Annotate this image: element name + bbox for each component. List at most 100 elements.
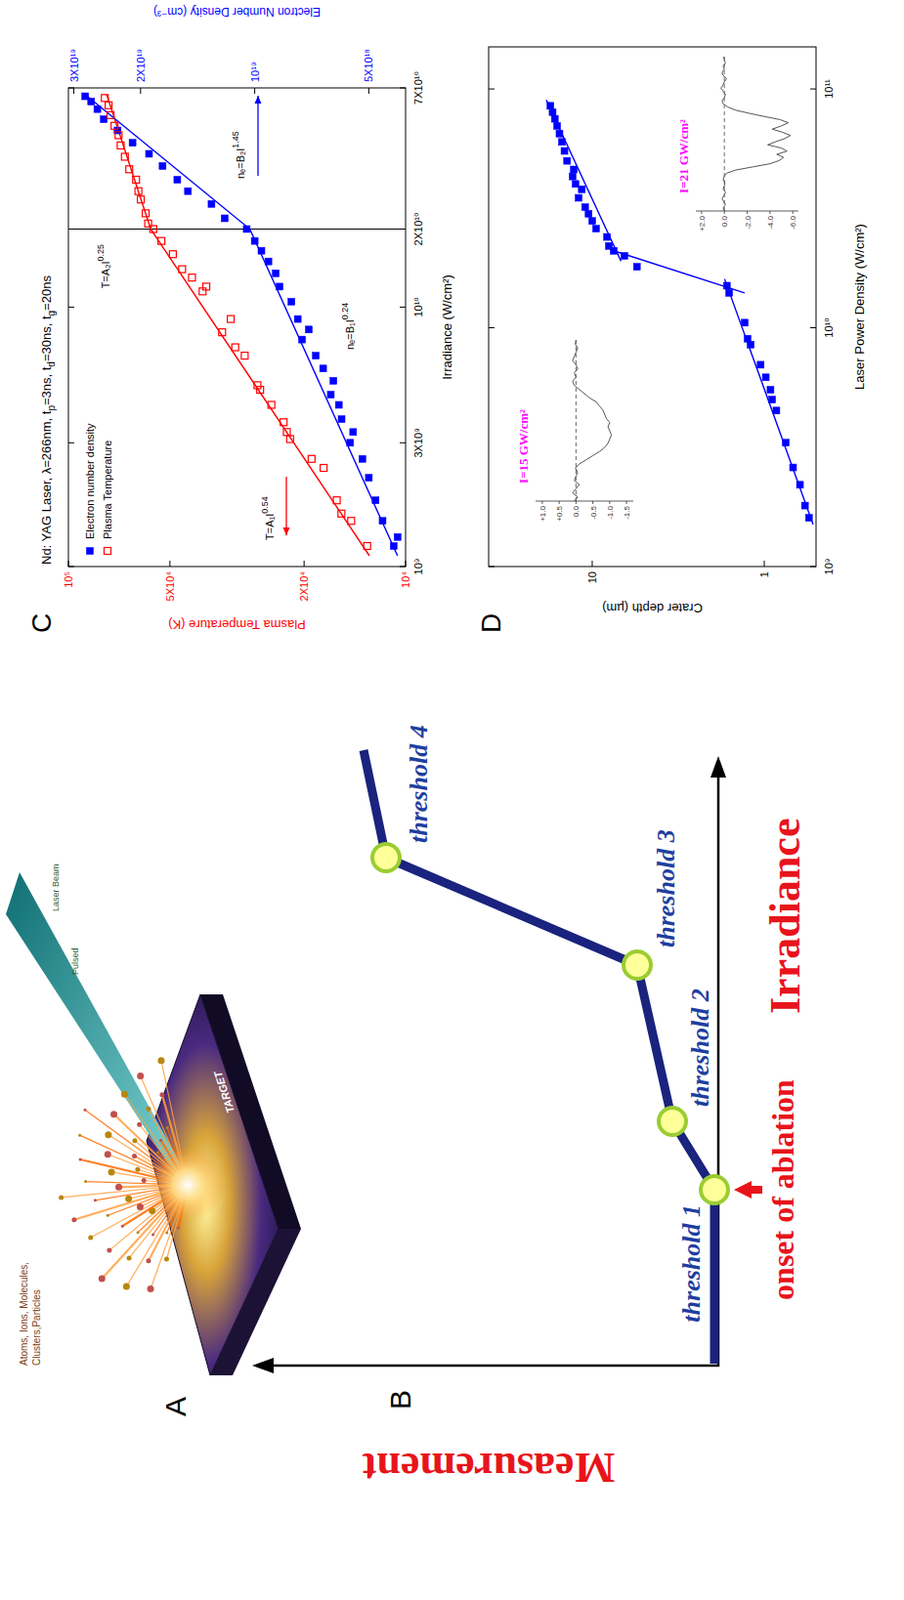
y2-axis-title: Electron Number Density (cm⁻³): [153, 4, 321, 19]
data-point: [389, 542, 397, 550]
data-point: [267, 401, 275, 409]
inset-tick: [724, 211, 726, 215]
data-point: [93, 105, 101, 113]
data-point: [554, 122, 561, 130]
data-point: [558, 138, 565, 146]
particle: [121, 1091, 129, 1099]
y-tick-label: 2X10⁴: [298, 571, 310, 603]
particle: [78, 1134, 82, 1138]
data-point: [307, 455, 315, 463]
data-point: [338, 416, 345, 424]
threshold-point: [372, 844, 400, 872]
particle: [106, 1248, 112, 1254]
y-tick: [405, 560, 407, 567]
data-point: [254, 382, 261, 389]
y2-tick: [73, 87, 75, 94]
data-point: [100, 116, 108, 124]
inset-tick-label: -1.5: [622, 505, 632, 519]
particle: [159, 1139, 163, 1143]
data-point: [220, 215, 228, 222]
data-point: [620, 252, 628, 259]
legend-marker: [104, 548, 112, 556]
data-point: [137, 196, 145, 204]
fit-label-power: 1.45: [230, 130, 241, 149]
data-point: [126, 166, 133, 173]
data-point: [320, 465, 328, 473]
data-point: [372, 497, 380, 505]
inset-tick-label: -2.0: [743, 215, 753, 229]
inset-tick-label: 0.0: [720, 215, 730, 227]
panel-b: threshold 1threshold 2threshold 3thresho…: [252, 725, 810, 1493]
data-point: [159, 162, 167, 170]
x-tick-label: 7X10¹⁰: [412, 71, 425, 105]
plot-frame: [488, 46, 817, 567]
y-tick-label: 1: [758, 571, 771, 578]
threshold-label: threshold 3: [651, 829, 681, 948]
particle: [104, 1131, 112, 1139]
inset-tick: [608, 501, 610, 505]
data-point: [304, 326, 312, 334]
x-tick-top: [488, 566, 495, 568]
data-point: [178, 265, 186, 273]
threshold-label: threshold 2: [686, 989, 715, 1108]
x-tick-label: 10⁹: [412, 559, 425, 576]
particle: [157, 1057, 165, 1065]
ejecta-label: Atoms, Ions, Molecules,Clusters,Particle…: [18, 1262, 43, 1367]
data-point: [184, 187, 192, 195]
panel-letter: D: [475, 613, 507, 634]
data-point: [581, 204, 589, 212]
title-part: =30ns, t: [39, 315, 54, 362]
data-point: [789, 464, 797, 472]
data-point: [294, 315, 302, 323]
data-point: [218, 329, 226, 337]
x-tick-label: 3X10⁹: [412, 428, 425, 458]
y2-tick-label: 2X10¹⁹: [134, 48, 147, 83]
onset-arrow-stem: [750, 1186, 763, 1195]
particle: [131, 1154, 137, 1160]
data-point: [333, 497, 341, 505]
fit-label: T=A₁I0.54: [259, 496, 276, 541]
fit-line: [85, 94, 250, 230]
legend-label: Plasma Temperature: [101, 440, 114, 540]
data-point: [312, 352, 320, 360]
data-point: [132, 175, 140, 183]
panel-letter: B: [384, 1390, 417, 1411]
x-axis-arrow: [710, 756, 727, 778]
axis-arrow: [285, 476, 287, 536]
y-tick: [68, 560, 70, 567]
data-point: [767, 386, 775, 393]
data-point: [743, 335, 751, 343]
particle: [125, 1196, 132, 1204]
axis-arrow-head: [255, 95, 262, 104]
particle: [166, 1126, 170, 1130]
fit-line: [150, 228, 370, 557]
data-point: [276, 283, 284, 291]
x-tick: [399, 306, 406, 308]
data-point: [556, 129, 563, 137]
y-tick: [303, 560, 305, 567]
particle: [98, 1275, 106, 1283]
title-part: =20ns: [39, 275, 54, 311]
threshold-point: [623, 951, 651, 980]
y-tick: [764, 560, 766, 567]
data-point: [568, 172, 576, 180]
y2-tick: [139, 87, 141, 94]
particle: [108, 1168, 116, 1176]
x-tick: [399, 566, 406, 568]
particle: [106, 1214, 110, 1218]
fit-label-power: 0.24: [340, 302, 350, 321]
particle: [176, 1227, 180, 1231]
particle: [164, 1257, 170, 1263]
fit-line: [250, 228, 398, 557]
data-point: [358, 455, 366, 463]
x-tick-top: [68, 442, 75, 444]
fit-label-power: 0.25: [95, 244, 106, 262]
x-tick: [810, 566, 817, 568]
data-point: [393, 533, 401, 541]
inset-tick: [746, 211, 748, 215]
particle: [110, 1111, 118, 1119]
inset-tick: [769, 211, 771, 215]
fit-label-text: nₑ=B₂I: [234, 148, 247, 179]
x-tick-top: [488, 88, 495, 90]
beam-label: Laser Beam: [50, 863, 61, 912]
